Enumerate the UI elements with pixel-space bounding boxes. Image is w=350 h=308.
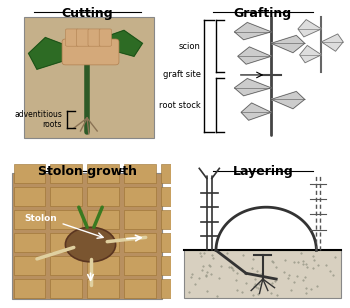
FancyBboxPatch shape: [14, 233, 46, 252]
FancyBboxPatch shape: [87, 256, 119, 275]
FancyBboxPatch shape: [184, 250, 342, 298]
FancyBboxPatch shape: [50, 279, 82, 298]
FancyBboxPatch shape: [12, 173, 162, 299]
Text: Grafting: Grafting: [234, 7, 292, 20]
Polygon shape: [300, 46, 321, 63]
FancyBboxPatch shape: [14, 279, 46, 298]
Polygon shape: [241, 103, 271, 120]
FancyBboxPatch shape: [87, 164, 119, 183]
Polygon shape: [271, 35, 304, 53]
FancyBboxPatch shape: [87, 187, 119, 206]
FancyBboxPatch shape: [161, 164, 192, 183]
Text: Stolon: Stolon: [24, 214, 57, 223]
FancyBboxPatch shape: [50, 233, 82, 252]
FancyBboxPatch shape: [14, 210, 46, 229]
FancyBboxPatch shape: [124, 187, 156, 206]
FancyBboxPatch shape: [161, 187, 192, 206]
FancyBboxPatch shape: [88, 29, 101, 46]
FancyBboxPatch shape: [99, 29, 112, 46]
FancyBboxPatch shape: [124, 279, 156, 298]
FancyBboxPatch shape: [87, 279, 119, 298]
Text: root stock: root stock: [159, 101, 201, 110]
FancyBboxPatch shape: [161, 256, 192, 275]
Polygon shape: [234, 79, 271, 96]
FancyBboxPatch shape: [124, 210, 156, 229]
FancyBboxPatch shape: [124, 233, 156, 252]
FancyBboxPatch shape: [87, 210, 119, 229]
FancyBboxPatch shape: [124, 256, 156, 275]
Text: Layering: Layering: [232, 165, 293, 179]
FancyBboxPatch shape: [65, 29, 78, 46]
FancyBboxPatch shape: [161, 279, 192, 298]
FancyBboxPatch shape: [124, 164, 156, 183]
FancyBboxPatch shape: [14, 256, 46, 275]
Text: graft site: graft site: [163, 71, 201, 79]
Polygon shape: [87, 30, 142, 56]
FancyBboxPatch shape: [161, 210, 192, 229]
Polygon shape: [321, 34, 343, 51]
Text: Stolon growth: Stolon growth: [38, 165, 136, 179]
FancyBboxPatch shape: [76, 29, 90, 46]
Text: Cutting: Cutting: [61, 7, 113, 20]
FancyBboxPatch shape: [50, 210, 82, 229]
FancyBboxPatch shape: [161, 233, 192, 252]
Polygon shape: [238, 47, 271, 64]
FancyBboxPatch shape: [50, 187, 82, 206]
FancyBboxPatch shape: [14, 187, 46, 206]
FancyBboxPatch shape: [87, 233, 119, 252]
Polygon shape: [29, 38, 87, 69]
Ellipse shape: [65, 227, 116, 262]
FancyBboxPatch shape: [62, 39, 119, 65]
Polygon shape: [234, 22, 271, 40]
FancyBboxPatch shape: [14, 164, 46, 183]
Text: scion: scion: [179, 42, 201, 51]
FancyBboxPatch shape: [50, 164, 82, 183]
Text: adventitious
roots: adventitious roots: [14, 110, 62, 129]
Polygon shape: [298, 20, 321, 37]
FancyBboxPatch shape: [23, 18, 154, 138]
FancyBboxPatch shape: [50, 256, 82, 275]
Polygon shape: [271, 91, 304, 109]
